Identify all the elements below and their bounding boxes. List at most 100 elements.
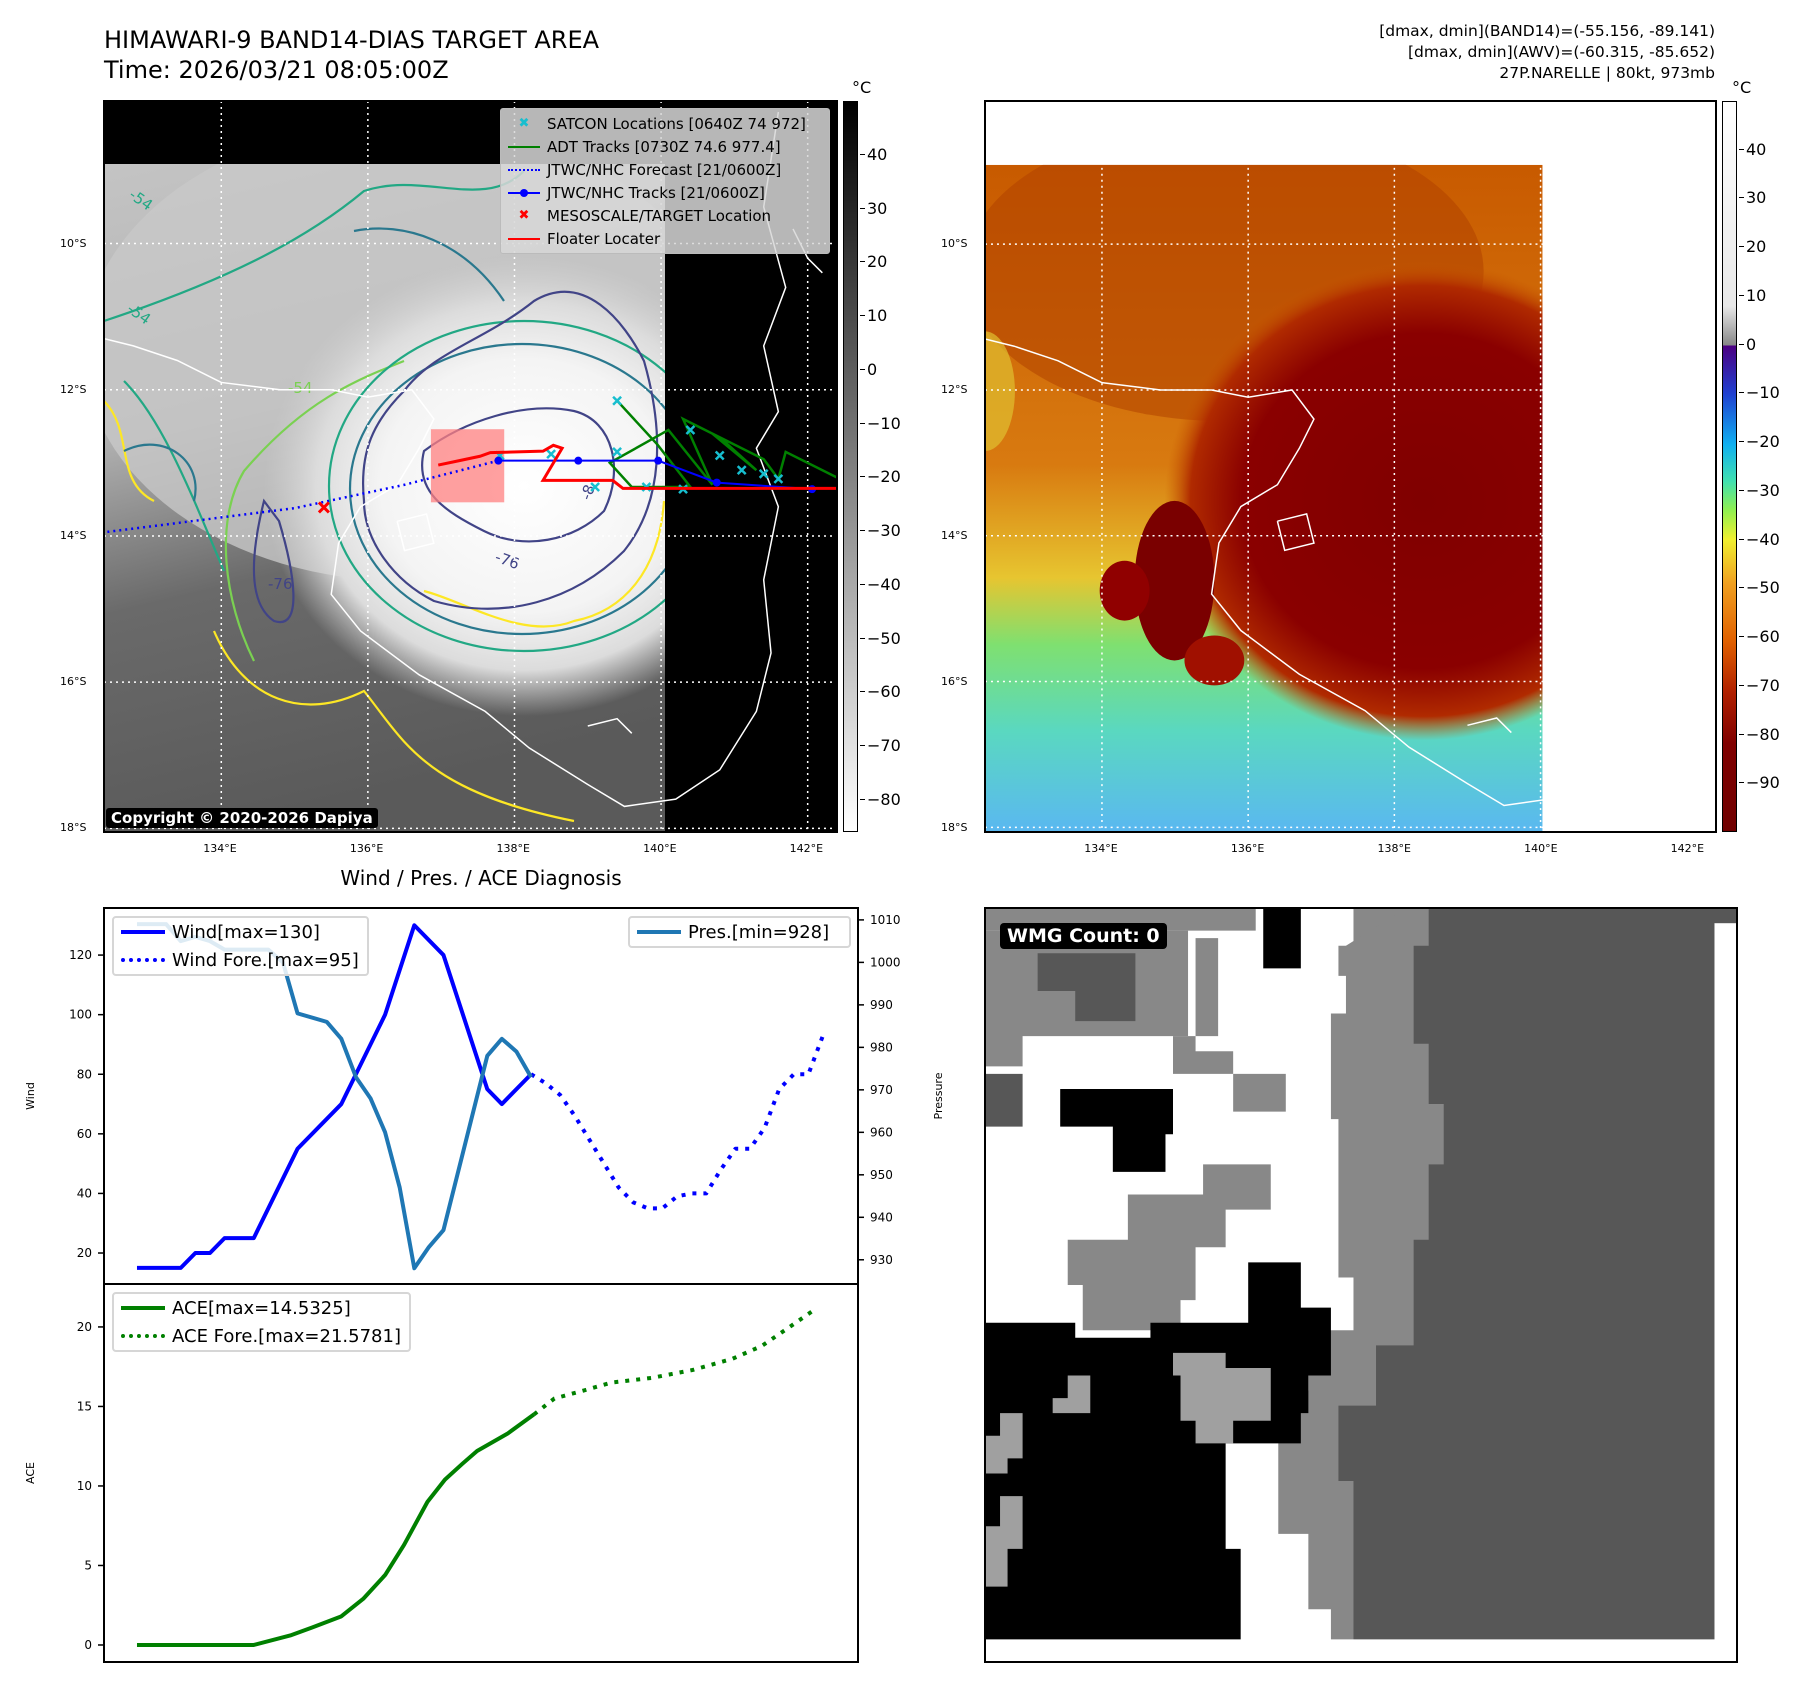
legend-entry: JTWC/NHC Forecast [21/0600Z] bbox=[501, 158, 829, 181]
lat-tick-label: 12°S bbox=[941, 382, 968, 396]
legend-entry: ✖ MESOSCALE/TARGET Location bbox=[501, 204, 829, 227]
legend-label: MESOSCALE/TARGET Location bbox=[547, 206, 772, 225]
jtwc-track-point bbox=[574, 456, 583, 465]
colorbar-tick-label: 10 bbox=[1738, 285, 1767, 305]
colorbar-tick-label: −40 bbox=[1739, 529, 1780, 549]
colorbar-tick-label: −90 bbox=[1739, 773, 1780, 793]
colorbar-tick-label: −80 bbox=[860, 789, 901, 809]
ir-imagery bbox=[104, 164, 665, 832]
legend-line-icon bbox=[501, 145, 547, 148]
lon-tick-label: 138°E bbox=[1377, 842, 1411, 855]
plot-frame bbox=[103, 1283, 859, 1663]
lat-tick-label: 18°S bbox=[941, 821, 968, 835]
y2-tick-label: 940 bbox=[870, 1210, 893, 1224]
coastline-segment bbox=[1276, 512, 1315, 552]
contour-label: -54 bbox=[288, 379, 313, 397]
coastline-segment bbox=[985, 112, 1666, 807]
legend-entry: ADT Tracks [0730Z 74.6 977.4] bbox=[501, 135, 829, 158]
y2-tick-label: 950 bbox=[870, 1168, 893, 1182]
legend-pressure-label: Pres.[min=928] bbox=[688, 921, 830, 943]
colorbar-tick-label: 20 bbox=[1738, 237, 1767, 257]
lat-tick-label: 16°S bbox=[941, 675, 968, 689]
legend-ace-swatch bbox=[114, 1306, 172, 1310]
series-wind-fore bbox=[530, 1034, 825, 1211]
colorbar-tick-label: 0 bbox=[1738, 334, 1757, 354]
awv-map bbox=[985, 101, 1716, 832]
lon-tick-label: 140°E bbox=[1524, 842, 1558, 855]
colorbar-tick-label: −10 bbox=[860, 413, 901, 433]
y-tick-label: 80 bbox=[77, 1067, 92, 1081]
colorbar-band14-unit: °C bbox=[852, 78, 872, 97]
lat-tick-label: 14°S bbox=[941, 528, 968, 542]
contour-label: -76 bbox=[268, 575, 293, 593]
legend-line-icon bbox=[501, 237, 547, 240]
legend-ace-label: ACE[max=14.5325] bbox=[172, 1297, 351, 1319]
awv-map-frame bbox=[984, 100, 1717, 833]
y-tick-label: 100 bbox=[69, 1008, 92, 1022]
satcon-marker bbox=[773, 474, 784, 484]
y-axis-label: ACE bbox=[24, 1462, 37, 1484]
diagnosis-title: Wind / Pres. / ACE Diagnosis bbox=[340, 866, 622, 890]
lon-tick-label: 134°E bbox=[1084, 842, 1118, 855]
colorbar-tick-label: −60 bbox=[1739, 627, 1780, 647]
info-storm: 27P.NARELLE | 80kt, 973mb bbox=[1499, 64, 1715, 82]
legend-entry: JTWC/NHC Tracks [21/0600Z] bbox=[501, 181, 829, 204]
satcon-marker bbox=[758, 468, 769, 479]
legend-label: Floater Locater bbox=[547, 229, 661, 248]
series-wind bbox=[136, 923, 533, 1270]
colorbar-tick-label: −70 bbox=[1739, 675, 1780, 695]
floater-box bbox=[430, 429, 505, 503]
y-tick-label: 20 bbox=[77, 1320, 92, 1334]
legend-x-icon: ✖ bbox=[518, 208, 530, 223]
figure-title: HIMAWARI-9 BAND14-DIAS TARGET AREA bbox=[104, 26, 600, 54]
satcon-marker bbox=[612, 395, 622, 406]
lon-tick-label: 142°E bbox=[1670, 842, 1705, 855]
y2-tick-label: 930 bbox=[870, 1253, 893, 1267]
satcon-marker bbox=[590, 482, 600, 492]
lon-tick-label: 140°E bbox=[643, 842, 677, 855]
y-tick-label: 5 bbox=[84, 1558, 92, 1572]
series-ace-fore bbox=[532, 1306, 819, 1416]
lon-tick-label: 142°E bbox=[789, 842, 824, 855]
y2-tick-label: 980 bbox=[870, 1040, 893, 1054]
wind-legend: Wind[max=130] Wind Fore.[max=95] bbox=[112, 916, 369, 976]
jtwc-forecast-line bbox=[104, 459, 499, 534]
colorbar-tick-label: −20 bbox=[860, 467, 901, 487]
colorbar-tick-label: −60 bbox=[860, 682, 901, 702]
colorbar-tick-label: −20 bbox=[1739, 432, 1780, 452]
pressure-legend: Pres.[min=928] bbox=[628, 916, 851, 948]
y2-tick-label: 990 bbox=[870, 998, 893, 1012]
lon-tick-label: 136°E bbox=[349, 842, 384, 855]
wind-pressure-ace-chart: 20406080100120Wind9309409509609709809901… bbox=[24, 907, 945, 1663]
legend-wind-fore-swatch bbox=[114, 958, 172, 962]
colorbar-awv bbox=[1722, 101, 1737, 832]
lat-tick-label: 14°S bbox=[60, 528, 87, 542]
satcon-marker bbox=[612, 446, 622, 457]
wmg-panel bbox=[985, 908, 1737, 1662]
legend-wind-fore-label: Wind Fore.[max=95] bbox=[172, 949, 359, 971]
coastline-segment bbox=[1467, 717, 1512, 734]
satcon-marker bbox=[714, 450, 725, 461]
lat-tick-label: 16°S bbox=[60, 675, 87, 689]
colorbar-band14 bbox=[843, 101, 858, 832]
wmg-count-label: WMG Count: 0 bbox=[1000, 923, 1167, 949]
legend-label: SATCON Locations [0640Z 74 972] bbox=[547, 114, 806, 133]
y-tick-label: 20 bbox=[77, 1246, 92, 1260]
y2-tick-label: 1000 bbox=[870, 955, 901, 969]
floater-track bbox=[437, 443, 837, 490]
wmg-frame bbox=[984, 907, 1738, 1663]
info-band14: [dmax, dmin](BAND14)=(-55.156, -89.141) bbox=[1379, 22, 1715, 40]
colorbar-tick-label: −50 bbox=[860, 628, 901, 648]
legend-label: JTWC/NHC Tracks [21/0600Z] bbox=[547, 183, 765, 202]
legend-label: JTWC/NHC Forecast [21/0600Z] bbox=[547, 160, 782, 179]
y-tick-label: 15 bbox=[77, 1399, 92, 1413]
satcon-marker bbox=[685, 425, 696, 435]
y2-tick-label: 960 bbox=[870, 1125, 893, 1139]
y-tick-label: 120 bbox=[69, 948, 92, 962]
y2-tick-label: 970 bbox=[870, 1083, 893, 1097]
legend-x-icon: ✖ bbox=[518, 116, 530, 131]
coastline-segment bbox=[1671, 229, 1702, 274]
colorbar-tick-label: −10 bbox=[1739, 383, 1780, 403]
legend-ace-fore-label: ACE Fore.[max=21.5781] bbox=[172, 1325, 401, 1347]
